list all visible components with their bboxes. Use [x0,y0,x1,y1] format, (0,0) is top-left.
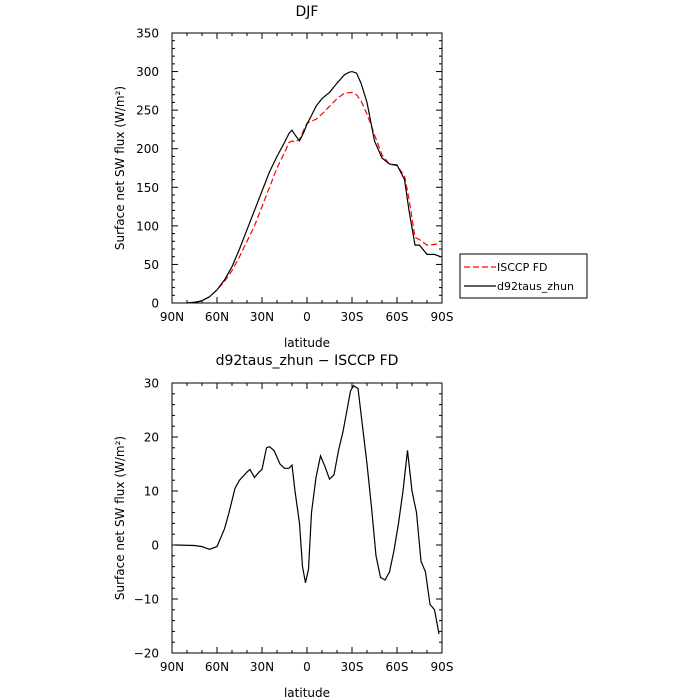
legend: ISCCP FD d92taus_zhun [459,253,588,299]
y-tick-label: 250 [136,104,159,118]
y-tick-label: 0 [151,539,159,553]
y-tick-label: 30 [144,377,159,391]
y-axis-label: Surface net SW flux (W/m²) [113,436,127,600]
series-line-d92taus-zhun [186,70,441,304]
y-tick-label: −10 [134,593,159,607]
x-tick-label: 90N [160,660,184,674]
series-line-0 [174,384,440,635]
y-tick-label: 0 [151,297,159,311]
y-tick-label: 150 [136,181,159,195]
x-axis-label: latitude [284,336,330,350]
x-tick-label: 0 [303,660,311,674]
x-tick-label: 60S [386,660,409,674]
x-tick-label: 90S [431,660,454,674]
chart-title: DJF [296,4,319,20]
bottom-panel-difference: d92taus_zhun − ISCCP FD 90N 60N 30N 0 30S 60S 9… [113,353,453,700]
x-tick-label: 30S [341,660,364,674]
x-tick-label: 30N [250,660,274,674]
x-tick-label: 30N [250,310,274,324]
y-tick-label: 300 [136,65,159,79]
y-tick-label: 200 [136,142,159,156]
legend-label: ISCCP FD [497,261,548,274]
x-tick-label: 90S [431,310,454,324]
x-axis-label: latitude [284,686,330,700]
y-tick-label: 350 [136,27,159,41]
plot-frame [171,32,443,304]
y-axis-label: Surface net SW flux (W/m²) [113,86,127,250]
x-tick-label: 60N [205,310,229,324]
plot-frame [171,382,443,654]
y-tick-label: −20 [134,647,159,661]
x-tick-label: 60S [386,310,409,324]
top-panel-djf: DJF 90N 60N 30N 0 30S 60S 90S 0 50 100 150 200 250 300… [113,4,588,350]
x-tick-label: 90N [160,310,184,324]
x-tick-label: 60N [205,660,229,674]
x-tick-label: 30S [341,310,364,324]
y-tick-label: 20 [144,431,159,445]
legend-label: d92taus_zhun [497,280,574,293]
chart-title: d92taus_zhun − ISCCP FD [216,353,399,369]
series-line-isccp-fd [186,91,441,304]
y-tick-label: 10 [144,485,159,499]
y-tick-label: 100 [136,219,159,233]
legend-box [459,253,588,299]
x-tick-label: 0 [303,310,311,324]
y-tick-label: 50 [144,258,159,272]
